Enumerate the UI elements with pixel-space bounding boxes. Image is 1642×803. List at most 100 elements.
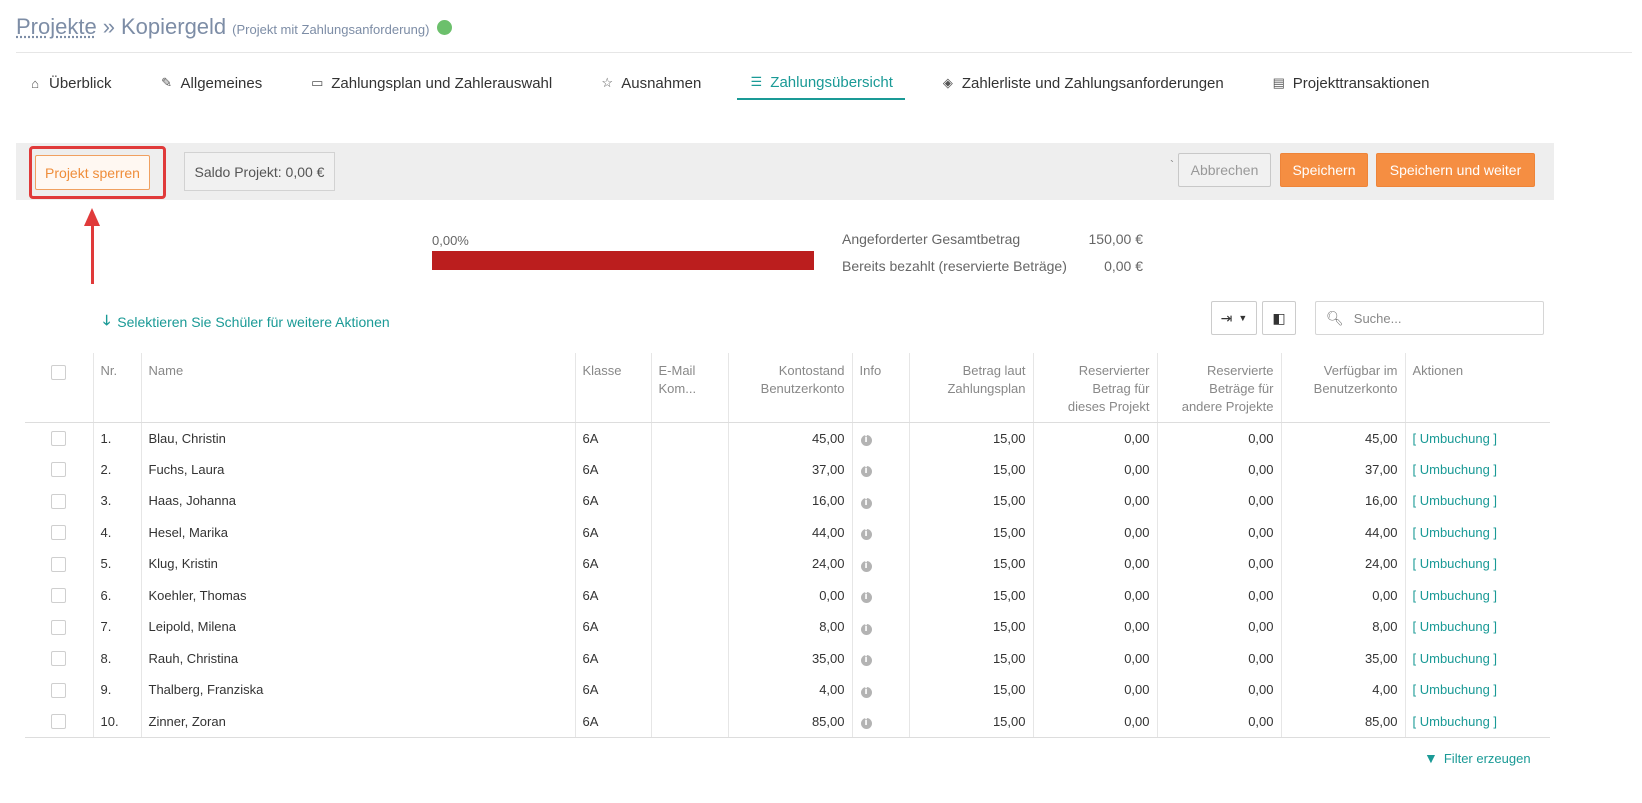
cell-andere: 0,00 — [1156, 516, 1281, 548]
rebooking-link[interactable]: [ Umbuchung ] — [1412, 587, 1498, 603]
save-button[interactable]: Speichern — [1280, 153, 1368, 187]
row-select-cell — [25, 674, 93, 706]
table-row: 3. Haas, Johanna 6A 16,00 i 15,00 0,00 0,00 16,0… — [25, 485, 1550, 517]
info-icon[interactable]: i — [860, 497, 872, 509]
create-filter-link[interactable]: ▼ Filter erzeugen — [1424, 750, 1531, 766]
tab-ausnahmen[interactable]: ☆ Ausnahmen — [588, 66, 713, 100]
info-icon[interactable]: i — [860, 592, 872, 604]
cancel-button[interactable]: Abbrechen — [1178, 153, 1271, 187]
tab-label: Ausnahmen — [621, 74, 702, 92]
col-email[interactable]: E-Mail Kom... — [650, 353, 728, 423]
save-and-continue-button[interactable]: Speichern und weiter — [1376, 153, 1535, 187]
payments-table: Nr. Name Klasse E-Mail Kom... Kontostand B… — [25, 353, 1550, 738]
rebooking-link[interactable]: [ Umbuchung ] — [1412, 493, 1498, 509]
row-checkbox[interactable] — [51, 462, 67, 478]
cell-betrag: 15,00 — [908, 611, 1033, 643]
cell-nr: 3. — [92, 485, 141, 517]
cell-email — [650, 579, 728, 611]
rebooking-link[interactable]: [ Umbuchung ] — [1412, 556, 1498, 572]
cell-betrag: 15,00 — [908, 642, 1033, 674]
col-nr[interactable]: Nr. — [92, 353, 141, 423]
row-checkbox[interactable] — [51, 431, 67, 447]
cell-name: Thalberg, Franziska — [140, 674, 575, 706]
rebooking-link[interactable]: [ Umbuchung ] — [1412, 619, 1498, 635]
cell-betrag: 15,00 — [908, 548, 1033, 580]
cell-email — [650, 611, 728, 643]
project-balance: Saldo Projekt: 0,00 € — [184, 152, 335, 191]
row-checkbox[interactable] — [51, 714, 67, 730]
info-icon[interactable]: i — [860, 655, 872, 667]
row-checkbox[interactable] — [51, 493, 67, 509]
info-icon[interactable]: i — [860, 529, 872, 541]
breadcrumb-separator: » — [102, 14, 115, 39]
list-icon: ☰ — [750, 74, 763, 89]
info-icon[interactable]: i — [860, 718, 872, 729]
cell-klasse: 6A — [574, 579, 651, 611]
cell-name: Klug, Kristin — [140, 548, 575, 580]
cell-klasse: 6A — [574, 516, 651, 548]
cell-info: i — [851, 422, 909, 454]
cell-email — [650, 548, 728, 580]
rebooking-link[interactable]: [ Umbuchung ] — [1412, 524, 1498, 540]
cell-reserviert: 0,00 — [1032, 579, 1157, 611]
rebooking-link[interactable]: [ Umbuchung ] — [1412, 682, 1498, 698]
cell-nr: 7. — [92, 611, 141, 643]
cell-kontostand: 8,00 — [727, 611, 852, 643]
cell-info: i — [851, 705, 909, 738]
search-input[interactable] — [1353, 310, 1534, 326]
info-icon[interactable]: i — [860, 623, 872, 635]
row-checkbox[interactable] — [51, 525, 67, 541]
tab-überblick[interactable]: ⌂ Überblick — [16, 66, 124, 100]
col-andere[interactable]: Reservierte Beträge für andere Projekte — [1156, 353, 1281, 423]
cell-aktionen: [ Umbuchung ] — [1404, 642, 1550, 674]
select-all-checkbox[interactable] — [51, 365, 67, 381]
col-betrag-line1: Betrag laut — [962, 363, 1026, 378]
table-row: 6. Koehler, Thomas 6A 0,00 i 15,00 0,00 0,00 0,0… — [25, 579, 1550, 611]
annotation-arrow-shaft — [91, 222, 94, 284]
rebooking-link[interactable]: [ Umbuchung ] — [1412, 430, 1498, 446]
col-name[interactable]: Name — [140, 353, 575, 423]
rebooking-link[interactable]: [ Umbuchung ] — [1412, 461, 1498, 477]
col-andere-line3: andere Projekte — [1181, 399, 1274, 414]
cell-verfuegbar: 35,00 — [1280, 642, 1405, 674]
tab-allgemeines[interactable]: ✎ Allgemeines — [148, 66, 275, 100]
cell-kontostand: 44,00 — [727, 516, 852, 548]
cell-name: Fuchs, Laura — [140, 453, 575, 485]
col-kontostand[interactable]: Kontostand Benutzerkonto — [727, 353, 852, 423]
col-email-line2: Kom... — [658, 381, 697, 396]
col-verfuegbar[interactable]: Verfügbar im Benutzerkonto — [1280, 353, 1405, 423]
tab-projekttransaktionen[interactable]: ▤ Projekttransaktionen — [1260, 66, 1442, 100]
row-checkbox[interactable] — [51, 682, 67, 698]
lock-project-button[interactable]: Projekt sperren — [35, 155, 150, 190]
rebooking-link[interactable]: [ Umbuchung ] — [1412, 713, 1498, 729]
info-icon[interactable]: i — [860, 435, 872, 446]
row-checkbox[interactable] — [51, 556, 67, 572]
col-betrag[interactable]: Betrag laut Zahlungsplan — [908, 353, 1033, 423]
cell-nr: 4. — [92, 516, 141, 548]
breadcrumb-projekte-link[interactable]: Projekte — [16, 14, 97, 39]
cell-name: Haas, Johanna — [140, 485, 575, 517]
tab-zahlungsplan-und-zahlerauswahl[interactable]: ▭ Zahlungsplan und Zahlerauswahl — [298, 66, 564, 100]
row-checkbox[interactable] — [51, 619, 67, 635]
col-reserviert[interactable]: Reservierter Betrag für dieses Projekt — [1032, 353, 1157, 423]
rebooking-link[interactable]: [ Umbuchung ] — [1412, 650, 1498, 666]
tab-zahlungsübersicht[interactable]: ☰ Zahlungsübersicht — [737, 66, 905, 100]
select-students-hint[interactable]: 🡓 Selektieren Sie Schüler für weitere Ak… — [103, 310, 390, 334]
info-icon[interactable]: i — [860, 686, 872, 698]
info-icon[interactable]: i — [860, 560, 872, 572]
col-info[interactable]: Info — [851, 353, 909, 423]
row-checkbox[interactable] — [51, 651, 67, 667]
cell-email — [650, 674, 728, 706]
cell-aktionen: [ Umbuchung ] — [1404, 548, 1550, 580]
column-toggle-button[interactable]: ◧ — [1262, 301, 1296, 335]
export-dropdown-button[interactable]: ⇥ ▼ — [1211, 301, 1257, 335]
tab-zahlerliste-und-zahlungsanforderungen[interactable]: ◈ Zahlerliste und Zahlungsanforderungen — [929, 66, 1236, 100]
table-row: 2. Fuchs, Laura 6A 37,00 i 15,00 0,00 0,00 37,00… — [25, 453, 1550, 485]
cell-aktionen: [ Umbuchung ] — [1404, 453, 1550, 485]
row-select-cell — [25, 422, 93, 454]
info-icon[interactable]: i — [860, 466, 872, 478]
row-checkbox[interactable] — [51, 588, 67, 604]
cell-kontostand: 0,00 — [727, 579, 852, 611]
col-klasse[interactable]: Klasse — [574, 353, 651, 423]
cell-aktionen: [ Umbuchung ] — [1404, 485, 1550, 517]
